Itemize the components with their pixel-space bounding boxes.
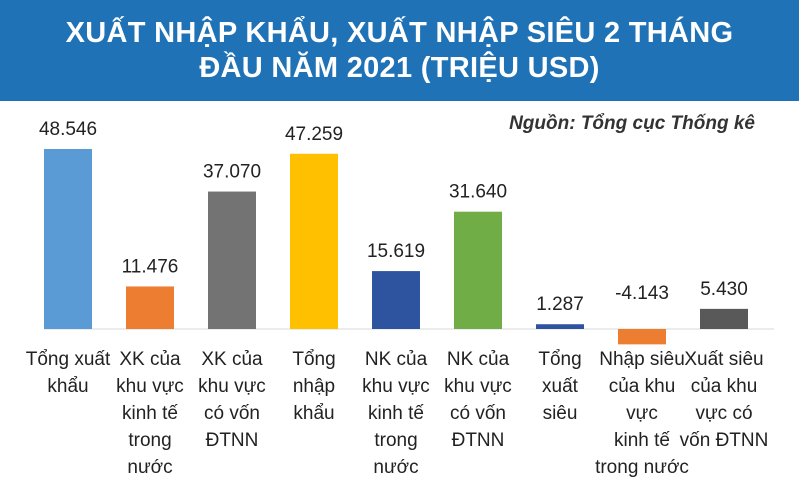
bar-value-label: 15.619 — [367, 241, 425, 262]
bar-value-label: -4.143 — [615, 283, 669, 304]
category-label: NK của khu vực có vốn ĐTNN — [444, 349, 512, 451]
bar-value-label: 1.287 — [536, 294, 584, 315]
bar-7 — [536, 324, 584, 329]
category-label: NK của khu vực kinh tế trong nước — [362, 349, 430, 478]
bar-5 — [372, 271, 420, 329]
bar-1 — [44, 149, 92, 329]
bar-value-label: 47.259 — [285, 124, 343, 145]
bar-9 — [700, 308, 748, 329]
bar-value-label: 5.430 — [700, 279, 748, 300]
source-note: Nguồn: Tổng cục Thống kê — [509, 113, 755, 134]
category-label: Xuất siêu của khu vực có vốn ĐTNN — [680, 349, 769, 451]
chart-header: XUẤT NHẬP KHẨU, XUẤT NHẬP SIÊU 2 THÁNG Đ… — [0, 0, 799, 101]
bar-value-label: 11.476 — [122, 256, 179, 277]
category-label: Tổng xuất siêu — [538, 349, 581, 424]
bar-value-label: 37.070 — [203, 162, 261, 183]
category-label: XK của khu vực có vốn ĐTNN — [198, 349, 266, 451]
bar-8 — [618, 329, 666, 345]
chart-title-line-1: XUẤT NHẬP KHẨU, XUẤT NHẬP SIÊU 2 THÁNG — [65, 16, 734, 49]
bar-2 — [126, 286, 174, 329]
category-label: XK của khu vực kinh tế trong nước — [116, 349, 184, 478]
bar-4 — [290, 153, 338, 329]
bar-3 — [208, 191, 256, 329]
category-label: Nhập siêu của khu vực kinh tế trong nước — [595, 349, 689, 478]
category-label: Tổng nhập khẩu — [292, 349, 335, 424]
bar-value-label: 48.546 — [39, 119, 97, 140]
bar-6 — [454, 211, 502, 329]
category-label: Tổng xuất khẩu — [26, 349, 111, 397]
chart-title-line-2: ĐẦU NĂM 2021 (TRIỆU USD) — [199, 51, 600, 84]
bar-value-label: 31.640 — [449, 182, 507, 203]
